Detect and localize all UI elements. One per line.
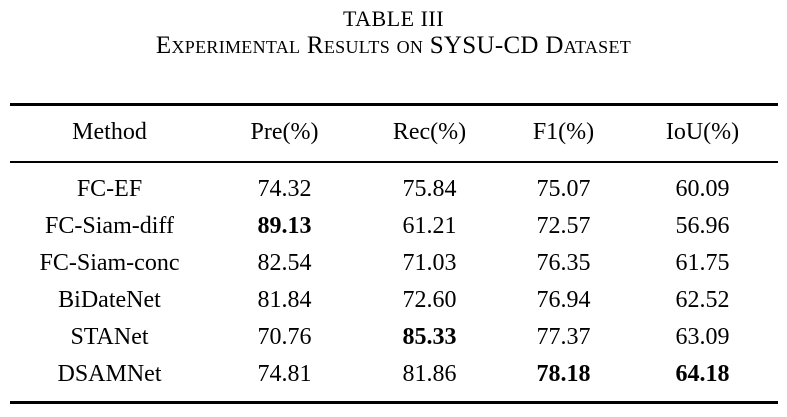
f1-cell: 76.35 [536, 250, 591, 277]
table-row: FC-Siam-diff 89.13 61.21 72.57 56.96 [10, 208, 778, 245]
iou-cell: 61.75 [675, 250, 730, 277]
table-row: STANet 70.76 85.33 77.37 63.09 [10, 319, 778, 356]
f1-cell: 78.18 [536, 361, 591, 388]
f1-cell: 77.37 [536, 324, 591, 351]
method-cell: BiDateNet [58, 287, 161, 314]
header-row: Method Pre(%) Rec(%) F1(%) IoU(%) [9, 104, 778, 164]
rec-cell: 72.60 [402, 287, 457, 314]
pre-cell: 82.54 [257, 250, 312, 277]
col-header-rec: Rec(%) [359, 104, 500, 164]
rec-cell: 85.33 [402, 324, 457, 351]
table-row: BiDateNet 81.84 72.60 76.94 62.52 [10, 282, 778, 319]
table-number: TABLE III [342, 6, 445, 31]
col-header-iou: IoU(%) [627, 104, 778, 164]
iou-cell: 63.09 [675, 324, 730, 351]
pre-cell: 74.81 [257, 361, 312, 388]
col-header-f1: F1(%) [499, 104, 628, 164]
table-row: FC-EF 74.32 75.84 75.07 60.09 [10, 162, 778, 208]
col-header-method: Method [9, 104, 210, 164]
pre-cell: 70.76 [257, 324, 312, 351]
iou-cell: 64.18 [675, 361, 730, 388]
col-header-pre: Pre(%) [209, 104, 360, 164]
f1-cell: 72.57 [536, 213, 591, 240]
method-cell: FC-EF [76, 176, 143, 203]
pre-cell: 74.32 [257, 176, 312, 203]
results-table: Method Pre(%) Rec(%) F1(%) IoU(%) FC-EF … [9, 103, 778, 405]
iou-cell: 60.09 [675, 176, 730, 203]
pre-cell: 89.13 [257, 213, 312, 240]
rec-cell: 71.03 [402, 250, 457, 277]
iou-cell: 56.96 [675, 213, 730, 240]
method-cell: DSAMNet [57, 361, 162, 388]
f1-cell: 75.07 [536, 176, 591, 203]
method-cell: STANet [70, 324, 149, 351]
rec-cell: 75.84 [402, 176, 457, 203]
method-cell: FC-Siam-diff [45, 213, 174, 240]
iou-cell: 62.52 [675, 287, 730, 314]
table-row: DSAMNet 74.81 81.86 78.18 64.18 [10, 356, 778, 403]
method-cell: FC-Siam-conc [39, 250, 180, 277]
rec-cell: 61.21 [402, 213, 457, 240]
table-caption: TABLE III Experimental Results on SYSU-C… [0, 6, 787, 61]
f1-cell: 76.94 [536, 287, 591, 314]
table-row: FC-Siam-conc 82.54 71.03 76.35 61.75 [10, 245, 778, 282]
rec-cell: 81.86 [402, 361, 457, 388]
table-title: Experimental Results on SYSU-CD Dataset [155, 32, 632, 60]
pre-cell: 81.84 [257, 287, 312, 314]
